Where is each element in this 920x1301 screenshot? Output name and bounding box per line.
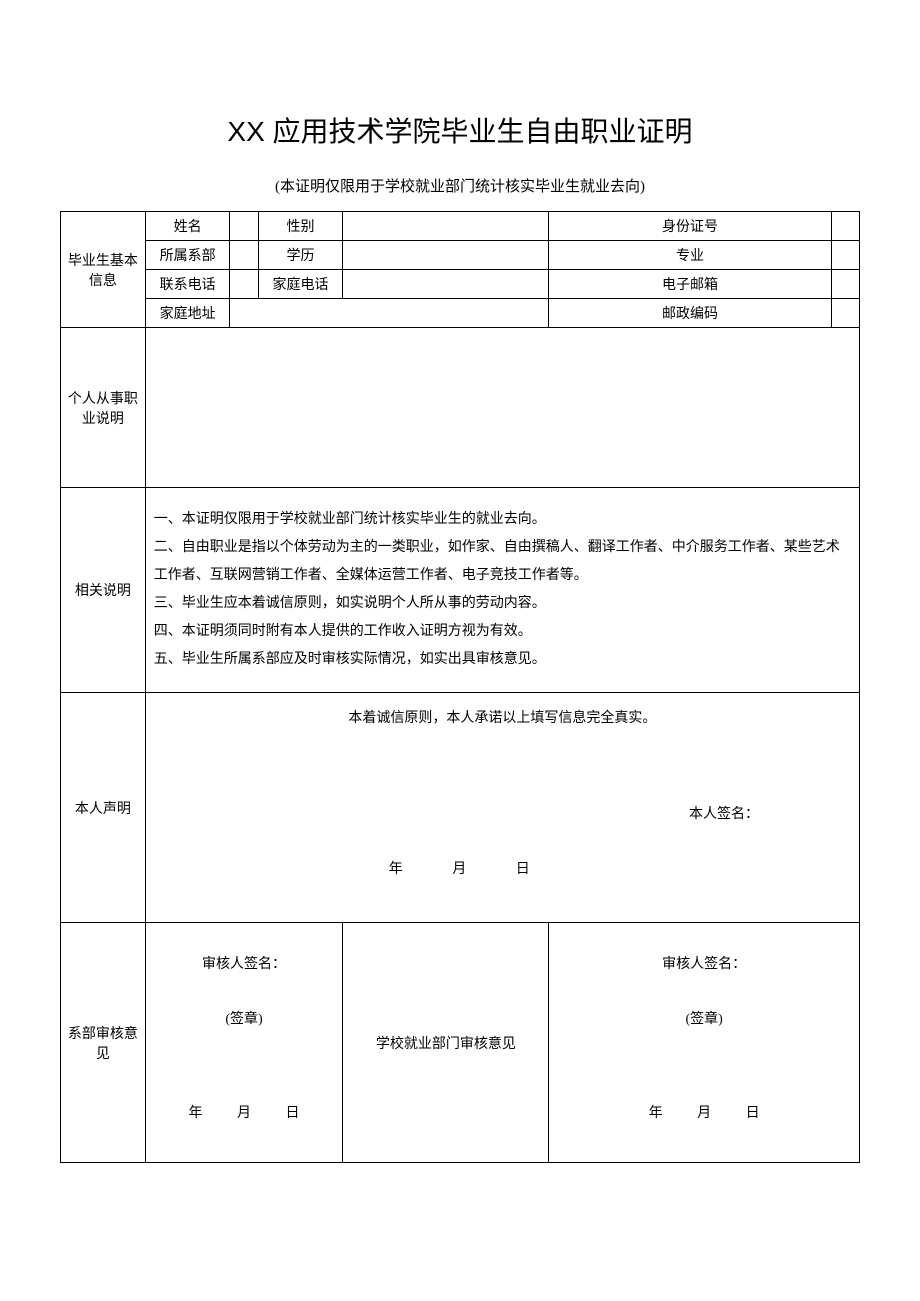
section-declaration: 本人声明 <box>61 693 146 923</box>
label-id-number: 身份证号 <box>549 212 831 241</box>
label-name: 姓名 <box>145 212 230 241</box>
month-label: 月 <box>429 858 489 878</box>
note-line-3: 三、毕业生应本着诚信原则，如实说明个人所从事的劳动内容。 <box>154 590 851 618</box>
school-seal-label: (签章) <box>551 1008 857 1028</box>
dept-audit-date[interactable]: 年 月 日 <box>146 1102 343 1122</box>
section-basic-info: 毕业生基本信息 <box>61 212 146 328</box>
label-major: 专业 <box>549 241 831 270</box>
school-audit-content[interactable]: 审核人签名： (签章) 年 月 日 <box>549 923 860 1163</box>
dept-auditor-label: 审核人签名： <box>148 953 341 973</box>
value-email[interactable] <box>831 270 859 299</box>
label-postcode: 邮政编码 <box>549 299 831 328</box>
section-school-audit: 学校就业部门审核意见 <box>343 923 549 1163</box>
document-subtitle: (本证明仅限用于学校就业部门统计核实毕业生就业去向) <box>60 175 860 196</box>
value-major[interactable] <box>831 241 859 270</box>
document-title: XX 应用技术学院毕业生自由职业证明 <box>60 110 860 150</box>
month-label: 月 <box>682 1102 727 1122</box>
note-line-2: 二、自由职业是指以个体劳动为主的一类职业，如作家、自由撰稿人、翻译工作者、中介服… <box>154 534 851 590</box>
section-dept-audit: 系部审核意见 <box>61 923 146 1163</box>
dept-seal-label: (签章) <box>148 1008 341 1028</box>
value-gender[interactable] <box>343 212 549 241</box>
signature-label: 本人签名： <box>689 803 759 823</box>
month-label: 月 <box>222 1102 267 1122</box>
year-label: 年 <box>366 858 426 878</box>
note-line-5: 五、毕业生所属系部应及时审核实际情况，如实出具审核意见。 <box>154 646 851 674</box>
value-department[interactable] <box>230 241 258 270</box>
day-label: 日 <box>493 858 553 878</box>
value-postcode[interactable] <box>831 299 859 328</box>
school-auditor-label: 审核人签名： <box>551 953 857 973</box>
notes-content: 一、本证明仅限用于学校就业部门统计核实毕业生的就业去向。 二、自由职业是指以个体… <box>145 488 859 693</box>
label-email: 电子邮箱 <box>549 270 831 299</box>
day-label: 日 <box>270 1102 315 1122</box>
year-label: 年 <box>173 1102 218 1122</box>
school-audit-date[interactable]: 年 月 日 <box>549 1102 859 1122</box>
form-table: 毕业生基本信息 姓名 性别 身份证号 所属系部 学历 专业 联系电话 家庭电话 … <box>60 211 860 1163</box>
value-id-number[interactable] <box>831 212 859 241</box>
value-address[interactable] <box>230 299 549 328</box>
note-line-1: 一、本证明仅限用于学校就业部门统计核实毕业生的就业去向。 <box>154 506 851 534</box>
label-home-phone: 家庭电话 <box>258 270 343 299</box>
label-address: 家庭地址 <box>145 299 230 328</box>
note-line-4: 四、本证明须同时附有本人提供的工作收入证明方视为有效。 <box>154 618 851 646</box>
value-home-phone[interactable] <box>343 270 549 299</box>
value-phone[interactable] <box>230 270 258 299</box>
label-department: 所属系部 <box>145 241 230 270</box>
declaration-text: 本着诚信原则，本人承诺以上填写信息完全真实。 <box>154 707 851 727</box>
year-label: 年 <box>633 1102 678 1122</box>
value-education[interactable] <box>343 241 549 270</box>
value-occupation[interactable] <box>145 328 859 488</box>
label-gender: 性别 <box>258 212 343 241</box>
section-occupation: 个人从事职业说明 <box>61 328 146 488</box>
declaration-content: 本着诚信原则，本人承诺以上填写信息完全真实。 本人签名： 年 月 日 <box>145 693 859 923</box>
label-phone: 联系电话 <box>145 270 230 299</box>
value-name[interactable] <box>230 212 258 241</box>
dept-audit-content[interactable]: 审核人签名： (签章) 年 月 日 <box>145 923 343 1163</box>
label-education: 学历 <box>258 241 343 270</box>
declaration-date[interactable]: 年 月 日 <box>366 858 553 878</box>
day-label: 日 <box>730 1102 775 1122</box>
section-notes: 相关说明 <box>61 488 146 693</box>
